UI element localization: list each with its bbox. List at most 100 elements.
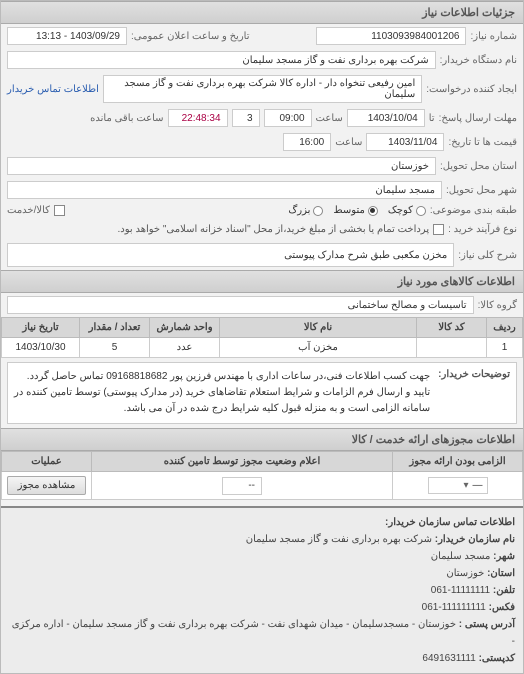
perm-col-required: الزامی بودن ارائه مجوز bbox=[393, 452, 523, 472]
purchase-mode-label: نوع فرآیند خرید : bbox=[448, 224, 517, 235]
row-requester: ایجاد کننده درخواست: امین رفیعی تنخواه د… bbox=[1, 72, 523, 106]
buyer-notes-box: توضیحات خریدار: جهت کسب اطلاعات فنی،در س… bbox=[7, 362, 517, 424]
requester-value: امین رفیعی تنخواه دار - اداره کالا شرکت … bbox=[103, 75, 422, 103]
buyer-name-value: شرکت بهره برداری نفت و گاز مسجد سلیمان bbox=[7, 51, 436, 69]
row-purchase-mode: نوع فرآیند خرید : پرداخت تمام یا بخشی از… bbox=[1, 219, 523, 240]
buyer-name-label: نام دستگاه خریدار: bbox=[440, 55, 517, 66]
footer-post-value: 6491631111 bbox=[422, 653, 475, 664]
permits-section-header: اطلاعات مجوزهای ارائه خدمت / کالا bbox=[1, 428, 523, 451]
overall-title-label: شرح کلی نیاز: bbox=[458, 250, 517, 261]
footer-province-value: خوزستان bbox=[446, 568, 484, 579]
purchase-note: پرداخت تمام یا بخشی از مبلغ خرید،از محل … bbox=[118, 222, 430, 237]
footer-org-label: نام سازمان خریدار: bbox=[435, 534, 515, 545]
budget-radio-small[interactable]: کوچک bbox=[388, 205, 426, 216]
col-row: ردیف bbox=[487, 318, 523, 338]
remain-count: 3 bbox=[232, 109, 260, 127]
perm-required-value: — bbox=[473, 480, 483, 491]
deadline-send-label: مهلت ارسال پاسخ: bbox=[439, 113, 517, 124]
budget-radio-medium[interactable]: متوسط bbox=[333, 205, 377, 216]
col-code: کد کالا bbox=[417, 318, 487, 338]
cell-row: 1 bbox=[487, 338, 523, 358]
row-budget: طبقه بندی موضوعی: کوچک متوسط بزرگ کالا/خ… bbox=[1, 202, 523, 219]
table-row[interactable]: 1 مخزن آب عدد 5 1403/10/30 bbox=[2, 338, 523, 358]
requester-label: ایجاد کننده درخواست: bbox=[426, 84, 517, 95]
footer-addr-value: خوزستان - مسجدسلیمان - میدان شهدای نفت -… bbox=[12, 619, 515, 647]
footer-province-label: استان: bbox=[487, 568, 515, 579]
province-value: خوزستان bbox=[7, 157, 436, 175]
buyer-notes-text: جهت کسب اطلاعات فنی،در ساعات اداری با مه… bbox=[14, 369, 430, 417]
col-unit: واحد شمارش bbox=[150, 318, 220, 338]
valid-until-label: قیمت ها تا تاریخ: bbox=[448, 137, 517, 148]
time-label-1: ساعت bbox=[316, 113, 343, 124]
valid-until-time: 16:00 bbox=[283, 133, 331, 151]
footer-section-title: اطلاعات تماس سازمان خریدار: bbox=[9, 514, 515, 531]
footer-fax-value: 111111111-061 bbox=[422, 602, 486, 613]
footer-fax-label: فکس: bbox=[489, 602, 515, 613]
pub-datetime-label: تاریخ و ساعت اعلان عمومی: bbox=[131, 31, 250, 42]
perm-vendor-cell: -- bbox=[92, 472, 393, 500]
row-province: استان محل تحویل: خوزستان bbox=[1, 154, 523, 178]
table-row: — -- مشاهده مجوز bbox=[2, 472, 523, 500]
footer-province-row: استان: خوزستان bbox=[9, 565, 515, 582]
permits-table: الزامی بودن ارائه مجوز اعلام وضعیت مجوز … bbox=[1, 451, 523, 500]
deadline-send-date: 1403/10/04 bbox=[347, 109, 425, 127]
row-city: شهر محل تحویل: مسجد سلیمان bbox=[1, 178, 523, 202]
panel-title: جزئیات اطلاعات نیاز bbox=[1, 1, 523, 24]
perm-vendor-value: -- bbox=[222, 477, 262, 495]
goods-service-check[interactable]: کالا/خدمت bbox=[7, 205, 65, 216]
overall-title-value: مخزن مکعبی طبق شرح مدارک پیوستی bbox=[7, 243, 454, 267]
footer-fax-row: فکس: 111111111-061 bbox=[9, 599, 515, 616]
budget-medium-label: متوسط bbox=[333, 205, 364, 216]
req-no-value: 1103093984001206 bbox=[316, 27, 466, 45]
footer-addr-row: آدرس پستی : خوزستان - مسجدسلیمان - میدان… bbox=[9, 616, 515, 650]
footer-org-row: نام سازمان خریدار: شرکت بهره برداری نفت … bbox=[9, 531, 515, 548]
radio-icon bbox=[416, 206, 426, 216]
footer-post-label: کدپستی: bbox=[479, 653, 515, 664]
goods-section-header: اطلاعات کالاهای مورد نیاز bbox=[1, 270, 523, 293]
cell-unit: عدد bbox=[150, 338, 220, 358]
row-req-number: شماره نیاز: 1103093984001206 تاریخ و ساع… bbox=[1, 24, 523, 48]
buyer-contact-link[interactable]: اطلاعات تماس خریدار bbox=[7, 84, 99, 95]
perm-ops-cell: مشاهده مجوز bbox=[2, 472, 92, 500]
footer-addr-label: آدرس پستی : bbox=[459, 619, 515, 630]
city-value: مسجد سلیمان bbox=[7, 181, 442, 199]
footer-contact: اطلاعات تماس سازمان خریدار: نام سازمان خ… bbox=[1, 506, 523, 673]
buyer-notes-label: توضیحات خریدار: bbox=[438, 369, 510, 417]
perm-required-cell: — bbox=[393, 472, 523, 500]
perm-col-ops: عملیات bbox=[2, 452, 92, 472]
cell-date: 1403/10/30 bbox=[2, 338, 80, 358]
row-overall-title: شرح کلی نیاز: مخزن مکعبی طبق شرح مدارک پ… bbox=[1, 240, 523, 270]
deadline-send-to: تا bbox=[429, 113, 435, 124]
remain-suffix: ساعت باقی مانده bbox=[90, 113, 163, 124]
cell-qty: 5 bbox=[80, 338, 150, 358]
row-valid-until: قیمت ها تا تاریخ: 1403/11/04 ساعت 16:00 bbox=[1, 130, 523, 154]
col-name: نام کالا bbox=[220, 318, 417, 338]
goods-table: ردیف کد کالا نام کالا واحد شمارش تعداد /… bbox=[1, 317, 523, 358]
radio-icon bbox=[368, 206, 378, 216]
time-label-2: ساعت bbox=[335, 137, 362, 148]
row-deadline-send: مهلت ارسال پاسخ: تا 1403/10/04 ساعت 09:0… bbox=[1, 106, 523, 130]
row-goods-group: گروه کالا: تاسیسات و مصالح ساختمانی bbox=[1, 293, 523, 317]
cell-code bbox=[417, 338, 487, 358]
footer-tel-label: تلفن: bbox=[493, 585, 515, 596]
col-qty: تعداد / مقدار bbox=[80, 318, 150, 338]
valid-until-date: 1403/11/04 bbox=[366, 133, 444, 151]
goods-table-header-row: ردیف کد کالا نام کالا واحد شمارش تعداد /… bbox=[2, 318, 523, 338]
perm-required-dropdown[interactable]: — bbox=[428, 477, 488, 494]
budget-label: طبقه بندی موضوعی: bbox=[430, 205, 517, 216]
footer-city-row: شهر: مسجد سلیمان bbox=[9, 548, 515, 565]
budget-radio-group: کوچک متوسط بزرگ bbox=[288, 205, 426, 216]
budget-small-label: کوچک bbox=[388, 205, 413, 216]
goods-group-label: گروه کالا: bbox=[478, 300, 517, 311]
goods-group-value: تاسیسات و مصالح ساختمانی bbox=[7, 296, 474, 314]
budget-radio-large[interactable]: بزرگ bbox=[288, 205, 323, 216]
cell-name: مخزن آب bbox=[220, 338, 417, 358]
footer-tel-row: تلفن: 11111111-061 bbox=[9, 582, 515, 599]
purchase-mode-checkbox[interactable] bbox=[433, 224, 444, 235]
view-permit-button[interactable]: مشاهده مجوز bbox=[7, 476, 87, 495]
permits-header-row: الزامی بودن ارائه مجوز اعلام وضعیت مجوز … bbox=[2, 452, 523, 472]
main-panel: جزئیات اطلاعات نیاز شماره نیاز: 11030939… bbox=[0, 0, 524, 674]
req-no-label: شماره نیاز: bbox=[470, 31, 517, 42]
perm-col-vendor: اعلام وضعیت مجوز توسط تامین کننده bbox=[92, 452, 393, 472]
province-label: استان محل تحویل: bbox=[440, 161, 517, 172]
